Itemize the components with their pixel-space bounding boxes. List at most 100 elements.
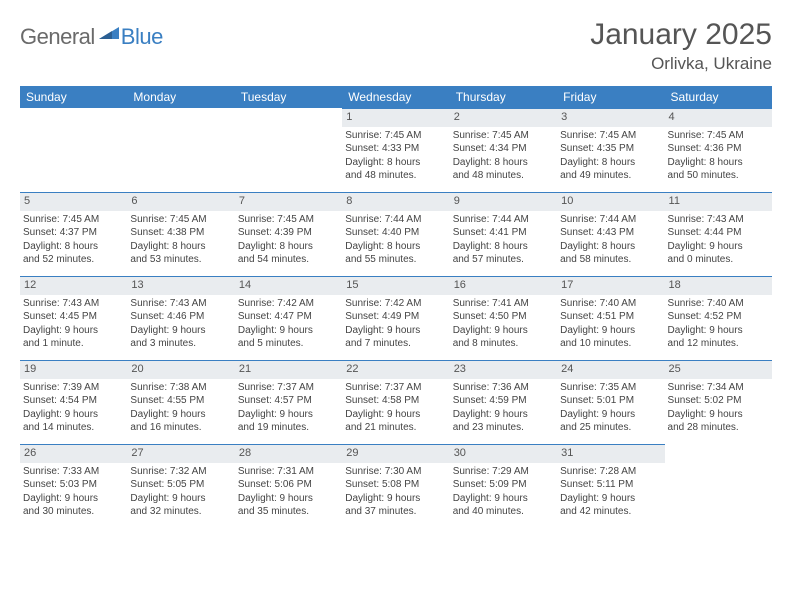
sunrise-line: Sunrise: 7:41 AM (453, 298, 554, 311)
daylight-line-2: and 1 minute. (23, 338, 124, 351)
sunset-line: Sunset: 5:02 PM (668, 395, 769, 408)
sunset-line: Sunset: 4:47 PM (238, 311, 339, 324)
daylight-line-1: Daylight: 8 hours (130, 241, 231, 254)
sunset-line: Sunset: 5:11 PM (560, 479, 661, 492)
calendar-body: 1Sunrise: 7:45 AMSunset: 4:33 PMDaylight… (20, 108, 772, 528)
day-number: 17 (557, 276, 664, 295)
daylight-line-1: Daylight: 9 hours (668, 325, 769, 338)
daylight-line-1: Daylight: 9 hours (130, 493, 231, 506)
day-number: 8 (342, 192, 449, 211)
daylight-line-2: and 52 minutes. (23, 254, 124, 267)
calendar-cell: 18Sunrise: 7:40 AMSunset: 4:52 PMDayligh… (665, 276, 772, 360)
calendar-week-row: 19 Sunrise: 7:39 AMSunset: 4:54 PMDayligh… (20, 360, 772, 444)
brand-text-2: Blue (121, 24, 163, 50)
daylight-line-1: Daylight: 8 hours (560, 157, 661, 170)
brand-triangle-icon (99, 25, 119, 44)
day-details: Sunrise: 7:43 AMSunset: 4:44 PMDaylight:… (668, 214, 769, 267)
daylight-line-1: Daylight: 8 hours (345, 157, 446, 170)
sunrise-line: Sunrise: 7:32 AM (130, 466, 231, 479)
weekday-header: Monday (127, 86, 234, 108)
daylight-line-1: Daylight: 9 hours (238, 325, 339, 338)
day-number: 14 (235, 276, 342, 295)
calendar-cell: 5Sunrise: 7:45 AMSunset: 4:37 PMDaylight… (20, 192, 127, 276)
day-number: 25 (665, 360, 772, 379)
sunrise-line: Sunrise: 7:43 AM (668, 214, 769, 227)
daylight-line-2: and 7 minutes. (345, 338, 446, 351)
daylight-line-2: and 57 minutes. (453, 254, 554, 267)
calendar-page: General Blue January 2025 Orlivka, Ukrai… (0, 0, 792, 528)
day-number: 6 (127, 192, 234, 211)
sunrise-line: Sunrise: 7:39 AM (23, 382, 124, 395)
sunset-line: Sunset: 4:44 PM (668, 227, 769, 240)
daylight-line-1: Daylight: 9 hours (23, 409, 124, 422)
sunset-line: Sunset: 5:09 PM (453, 479, 554, 492)
sunrise-line: Sunrise: 7:31 AM (238, 466, 339, 479)
daylight-line-2: and 42 minutes. (560, 506, 661, 519)
day-number: 24 (557, 360, 664, 379)
daylight-line-2: and 3 minutes. (130, 338, 231, 351)
sunset-line: Sunset: 4:34 PM (453, 143, 554, 156)
sunset-line: Sunset: 4:43 PM (560, 227, 661, 240)
sunrise-line: Sunrise: 7:44 AM (560, 214, 661, 227)
daylight-line-1: Daylight: 9 hours (345, 325, 446, 338)
sunset-line: Sunset: 4:33 PM (345, 143, 446, 156)
day-details: Sunrise: 7:45 AMSunset: 4:36 PMDaylight:… (668, 130, 769, 183)
calendar-cell: 21Sunrise: 7:37 AMSunset: 4:57 PMDayligh… (235, 360, 342, 444)
day-details: Sunrise: 7:45 AMSunset: 4:37 PMDaylight:… (23, 214, 124, 267)
daylight-line-1: Daylight: 9 hours (130, 409, 231, 422)
daylight-line-2: and 14 minutes. (23, 422, 124, 435)
day-number: 16 (450, 276, 557, 295)
sunset-line: Sunset: 4:45 PM (23, 311, 124, 324)
sunset-line: Sunset: 4:35 PM (560, 143, 661, 156)
day-number: 1 (342, 108, 449, 127)
day-number: 26 (20, 444, 127, 463)
calendar-cell: 25 Sunrise: 7:34 AMSunset: 5:02 PMDayligh… (665, 360, 772, 444)
daylight-line-1: Daylight: 8 hours (453, 157, 554, 170)
calendar-cell: 2Sunrise: 7:45 AMSunset: 4:34 PMDaylight… (450, 108, 557, 192)
day-details: Sunrise: 7:45 AMSunset: 4:35 PMDaylight:… (560, 130, 661, 183)
daylight-line-1: Daylight: 8 hours (560, 241, 661, 254)
calendar-cell: 24Sunrise: 7:35 AMSunset: 5:01 PMDayligh… (557, 360, 664, 444)
day-details: Sunrise: 7:45 AMSunset: 4:39 PMDaylight:… (238, 214, 339, 267)
day-number: 13 (127, 276, 234, 295)
daylight-line-1: Daylight: 9 hours (453, 493, 554, 506)
day-number: 2 (450, 108, 557, 127)
brand-logo: General Blue (20, 18, 163, 50)
day-details: Sunrise: 7:42 AMSunset: 4:47 PMDaylight:… (238, 298, 339, 351)
daylight-line-1: Daylight: 8 hours (668, 157, 769, 170)
sunrise-line: Sunrise: 7:34 AM (668, 382, 769, 395)
sunrise-line: Sunrise: 7:45 AM (345, 130, 446, 143)
daylight-line-2: and 21 minutes. (345, 422, 446, 435)
brand-text-1: General (20, 24, 95, 50)
daylight-line-1: Daylight: 8 hours (345, 241, 446, 254)
sunrise-line: Sunrise: 7:36 AM (453, 382, 554, 395)
day-number: 21 (235, 360, 342, 379)
sunrise-line: Sunrise: 7:45 AM (668, 130, 769, 143)
daylight-line-2: and 48 minutes. (453, 170, 554, 183)
daylight-line-2: and 8 minutes. (453, 338, 554, 351)
day-details: Sunrise: 7:39 AMSunset: 4:54 PMDaylight:… (23, 382, 124, 435)
day-number: 10 (557, 192, 664, 211)
day-details: Sunrise: 7:31 AMSunset: 5:06 PMDaylight:… (238, 466, 339, 519)
daylight-line-2: and 12 minutes. (668, 338, 769, 351)
daylight-line-2: and 30 minutes. (23, 506, 124, 519)
day-details: Sunrise: 7:41 AMSunset: 4:50 PMDaylight:… (453, 298, 554, 351)
daylight-line-1: Daylight: 8 hours (453, 241, 554, 254)
calendar-cell: 7Sunrise: 7:45 AMSunset: 4:39 PMDaylight… (235, 192, 342, 276)
day-details: Sunrise: 7:36 AMSunset: 4:59 PMDaylight:… (453, 382, 554, 435)
calendar-cell: 27Sunrise: 7:32 AMSunset: 5:05 PMDayligh… (127, 444, 234, 528)
day-number: 19 (20, 360, 127, 379)
calendar-week-row: 5Sunrise: 7:45 AMSunset: 4:37 PMDaylight… (20, 192, 772, 276)
sunrise-line: Sunrise: 7:45 AM (130, 214, 231, 227)
sunrise-line: Sunrise: 7:45 AM (560, 130, 661, 143)
sunrise-line: Sunrise: 7:40 AM (668, 298, 769, 311)
day-details: Sunrise: 7:33 AMSunset: 5:03 PMDaylight:… (23, 466, 124, 519)
calendar-cell: 30Sunrise: 7:29 AMSunset: 5:09 PMDayligh… (450, 444, 557, 528)
day-details: Sunrise: 7:38 AMSunset: 4:55 PMDaylight:… (130, 382, 231, 435)
sunset-line: Sunset: 4:38 PM (130, 227, 231, 240)
calendar-cell: 13Sunrise: 7:43 AMSunset: 4:46 PMDayligh… (127, 276, 234, 360)
day-number: 15 (342, 276, 449, 295)
day-details: Sunrise: 7:42 AMSunset: 4:49 PMDaylight:… (345, 298, 446, 351)
day-details: Sunrise: 7:34 AMSunset: 5:02 PMDaylight:… (668, 382, 769, 435)
sunset-line: Sunset: 4:39 PM (238, 227, 339, 240)
